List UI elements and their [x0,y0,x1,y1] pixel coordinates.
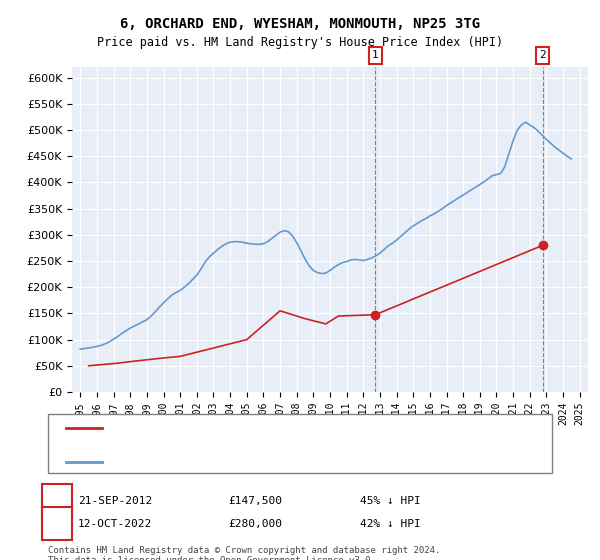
Text: 6, ORCHARD END, WYESHAM, MONMOUTH, NP25 3TG (detached house): 6, ORCHARD END, WYESHAM, MONMOUTH, NP25 … [108,423,483,433]
Text: 6, ORCHARD END, WYESHAM, MONMOUTH, NP25 3TG: 6, ORCHARD END, WYESHAM, MONMOUTH, NP25 … [120,17,480,31]
Text: £280,000: £280,000 [228,519,282,529]
Text: 2: 2 [53,519,61,529]
Text: Contains HM Land Registry data © Crown copyright and database right 2024.
This d: Contains HM Land Registry data © Crown c… [48,546,440,560]
Text: 1: 1 [372,50,379,60]
Text: 45% ↓ HPI: 45% ↓ HPI [360,496,421,506]
Text: Price paid vs. HM Land Registry's House Price Index (HPI): Price paid vs. HM Land Registry's House … [97,36,503,49]
Text: 42% ↓ HPI: 42% ↓ HPI [360,519,421,529]
Text: £147,500: £147,500 [228,496,282,506]
Text: 21-SEP-2012: 21-SEP-2012 [78,496,152,506]
Text: 1: 1 [53,496,61,506]
Text: HPI: Average price, detached house, Monmouthshire: HPI: Average price, detached house, Monm… [108,457,414,467]
Text: 12-OCT-2022: 12-OCT-2022 [78,519,152,529]
Text: 2: 2 [539,50,546,60]
